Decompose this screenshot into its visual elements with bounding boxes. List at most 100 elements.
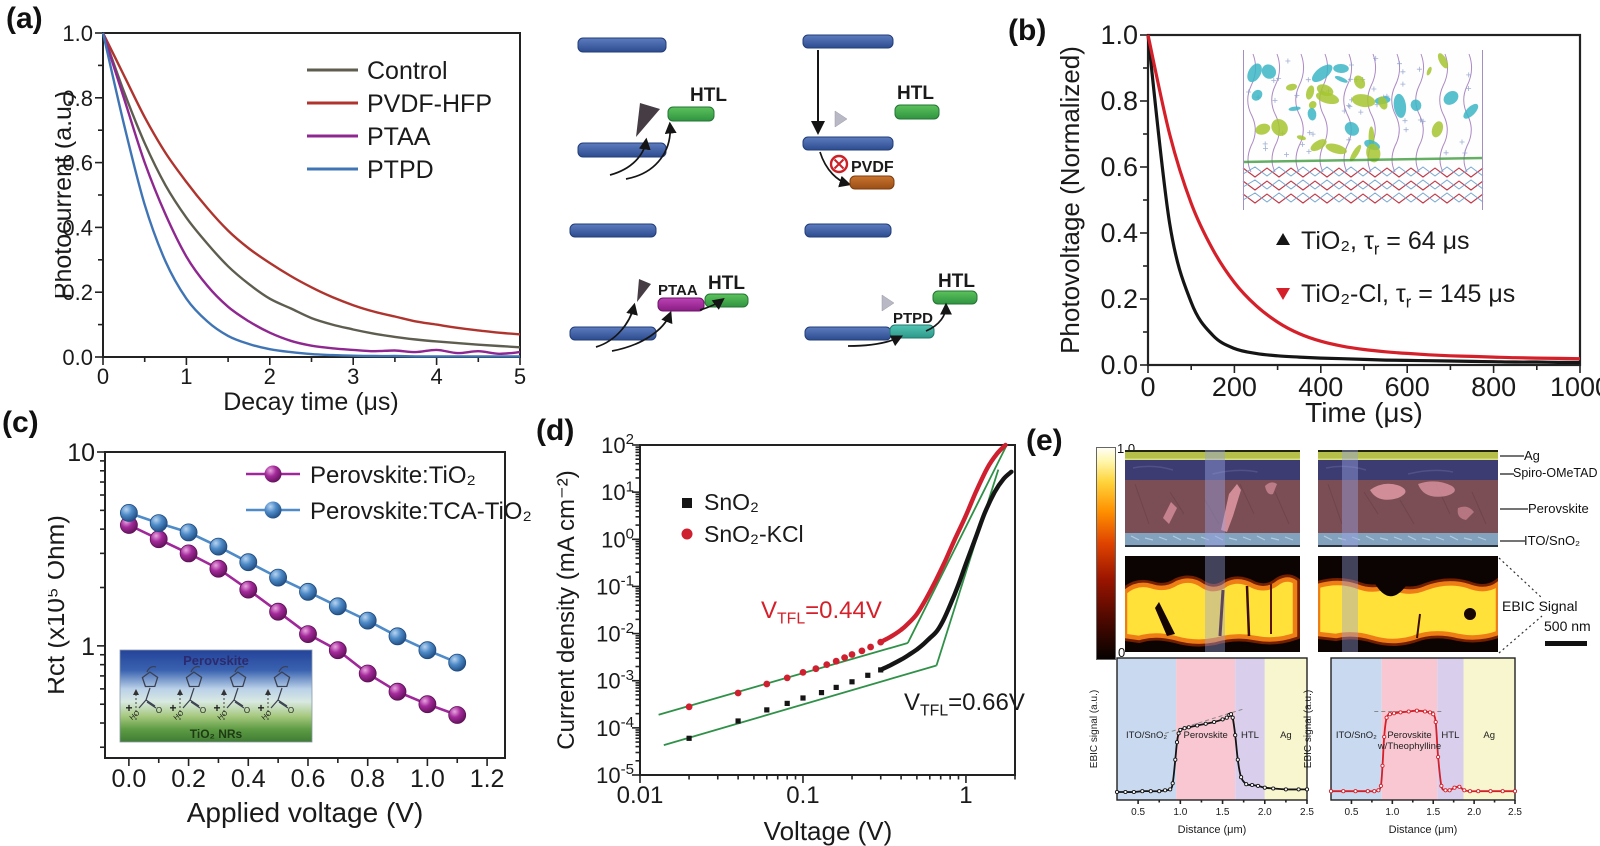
svg-text:1.0: 1.0 <box>1385 807 1399 818</box>
svg-text:10-1: 10-1 <box>596 573 634 600</box>
svg-text:Control: Control <box>367 57 448 85</box>
svg-text:O: O <box>156 706 162 715</box>
svg-text:400: 400 <box>1298 372 1343 402</box>
colorbar-min-label: 0 <box>1118 645 1126 660</box>
svg-text:PTPD: PTPD <box>893 310 933 327</box>
photocurrent-decay-chart: 0 1 2 3 4 5 0.0 0.2 0.4 0.6 0.8 1.0 Control PVDF-HFP P… <box>55 21 526 416</box>
svg-text:1.0: 1.0 <box>1173 807 1187 818</box>
panel-a-label: (a) <box>6 2 43 35</box>
svg-text:4: 4 <box>430 364 442 389</box>
svg-text:0: 0 <box>1140 372 1155 402</box>
panel-d-label: (d) <box>536 414 575 447</box>
svg-text:101: 101 <box>601 478 634 505</box>
sem-cross-section-control <box>1125 450 1300 547</box>
svg-text:1.5: 1.5 <box>1216 807 1230 818</box>
svg-text:HTL: HTL <box>690 85 727 106</box>
svg-text:0.4: 0.4 <box>1100 218 1138 248</box>
svg-text:Time (μs): Time (μs) <box>1305 397 1423 428</box>
svg-text:PVDF: PVDF <box>851 159 894 176</box>
svg-text:PVDF-HFP: PVDF-HFP <box>367 90 492 118</box>
svg-text:0.5: 0.5 <box>1131 807 1145 818</box>
panel-e-leader-lines <box>1498 455 1543 654</box>
svg-text:+: + <box>257 701 264 715</box>
svg-text:w/Theophylline: w/Theophylline <box>1377 741 1441 752</box>
scale-bar-label: 500 nm <box>1544 618 1591 634</box>
svg-text:1: 1 <box>959 782 972 809</box>
layer-label-spiro: Spiro-OMeTAD <box>1513 466 1598 480</box>
svg-text:10-4: 10-4 <box>596 714 634 741</box>
layer-label-perovskite: Perovskite <box>1528 501 1589 516</box>
svg-text:SnO₂-KCl: SnO₂-KCl <box>704 521 804 547</box>
svg-text:1.0: 1.0 <box>62 21 93 46</box>
svg-text:HTL: HTL <box>708 273 745 294</box>
svg-text:Perovskite: Perovskite <box>1183 730 1227 741</box>
svg-text:+: + <box>169 701 176 715</box>
svg-text:0.4: 0.4 <box>231 765 266 793</box>
svg-text:PTAA: PTAA <box>367 123 431 151</box>
svg-text:Current density (mA cm⁻²): Current density (mA cm⁻²) <box>556 470 580 749</box>
svg-text:200: 200 <box>1212 372 1257 402</box>
svg-text:VTFL=0.44V: VTFL=0.44V <box>761 597 882 627</box>
svg-text:1: 1 <box>81 633 95 661</box>
svg-text:2.0: 2.0 <box>1258 807 1272 818</box>
svg-text:10-3: 10-3 <box>596 667 634 694</box>
layer-label-ag: Ag <box>1524 448 1540 463</box>
svg-text:1: 1 <box>180 364 192 389</box>
svg-text:0.1: 0.1 <box>786 782 819 809</box>
svg-text:Voltage (V): Voltage (V) <box>764 816 893 846</box>
svg-text:0.4: 0.4 <box>62 215 93 240</box>
svg-text:0.8: 0.8 <box>1100 86 1138 116</box>
svg-text:2.5: 2.5 <box>1300 807 1314 818</box>
svg-text:Ag: Ag <box>1280 730 1292 741</box>
svg-text:PTPD: PTPD <box>367 156 434 184</box>
svg-text:10-5: 10-5 <box>596 761 634 788</box>
svg-text:2.0: 2.0 <box>1467 807 1481 818</box>
svg-text:0: 0 <box>97 364 109 389</box>
svg-text:1.2: 1.2 <box>470 765 505 793</box>
svg-text:ITO/SnO₂: ITO/SnO₂ <box>1126 730 1167 741</box>
svg-text:Perovskite: Perovskite <box>1387 730 1431 741</box>
sem-cross-section-theophylline <box>1318 450 1498 547</box>
svg-text:0.6: 0.6 <box>62 151 93 176</box>
svg-text:0.8: 0.8 <box>350 765 385 793</box>
svg-text:EBIC signal (a.u.): EBIC signal (a.u.) <box>1303 690 1314 768</box>
ebic-map-theophylline <box>1318 556 1498 652</box>
svg-text:TiO₂-Cl, τr = 145 μs: TiO₂-Cl, τr = 145 μs <box>1301 280 1515 312</box>
svg-text:1.0: 1.0 <box>410 765 445 793</box>
svg-text:600: 600 <box>1385 372 1430 402</box>
svg-text:HTL: HTL <box>938 271 975 292</box>
svg-text:0.2: 0.2 <box>1100 284 1138 314</box>
svg-text:0.6: 0.6 <box>1100 152 1138 182</box>
svg-text:800: 800 <box>1471 372 1516 402</box>
svg-text:HTL: HTL <box>897 83 934 104</box>
svg-text:100: 100 <box>601 525 634 552</box>
svg-text:Perovskite:TCA-TiO₂: Perovskite:TCA-TiO₂ <box>310 498 532 525</box>
svg-text:0.8: 0.8 <box>62 86 93 111</box>
svg-text:102: 102 <box>601 431 634 458</box>
panel-b-label: (b) <box>1008 14 1047 47</box>
svg-text:5: 5 <box>514 364 526 389</box>
svg-text:Distance (μm): Distance (μm) <box>1389 824 1458 836</box>
svg-text:O: O <box>200 706 206 715</box>
svg-text:Perovskite:TiO₂: Perovskite:TiO₂ <box>310 462 476 489</box>
scale-bar <box>1545 641 1587 646</box>
ebic-profile-theophylline: 0.5 1.0 1.5 2.0 2.5 ITO/SnO₂ Perovskitew/Theop… <box>1303 657 1522 836</box>
svg-text:O: O <box>244 706 250 715</box>
panel-c-label: (c) <box>2 406 39 439</box>
energy-level-diagram: HTL HTL PVDF PTAA HTL HTL PTPD <box>569 34 978 352</box>
layer-label-ito-sno2: ITO/SnO₂ <box>1524 533 1581 548</box>
svg-text:Decay time (μs): Decay time (μs) <box>223 388 399 416</box>
svg-text:Photovoltage (Normalized): Photovoltage (Normalized) <box>1055 46 1085 354</box>
svg-text:HTL: HTL <box>1441 730 1459 741</box>
ebic-signal-label: EBIC Signal <box>1502 598 1578 614</box>
svg-text:Perovskite: Perovskite <box>183 653 249 668</box>
svg-text:TiO₂, τr = 64 μs: TiO₂, τr = 64 μs <box>1301 227 1469 259</box>
svg-text:+: + <box>125 701 132 715</box>
svg-text:2.5: 2.5 <box>1508 807 1522 818</box>
svg-text:Ag: Ag <box>1483 730 1495 741</box>
svg-text:Photocurrent (a.u.): Photocurrent (a.u.) <box>55 91 77 299</box>
svg-text:0.0: 0.0 <box>1100 350 1138 380</box>
